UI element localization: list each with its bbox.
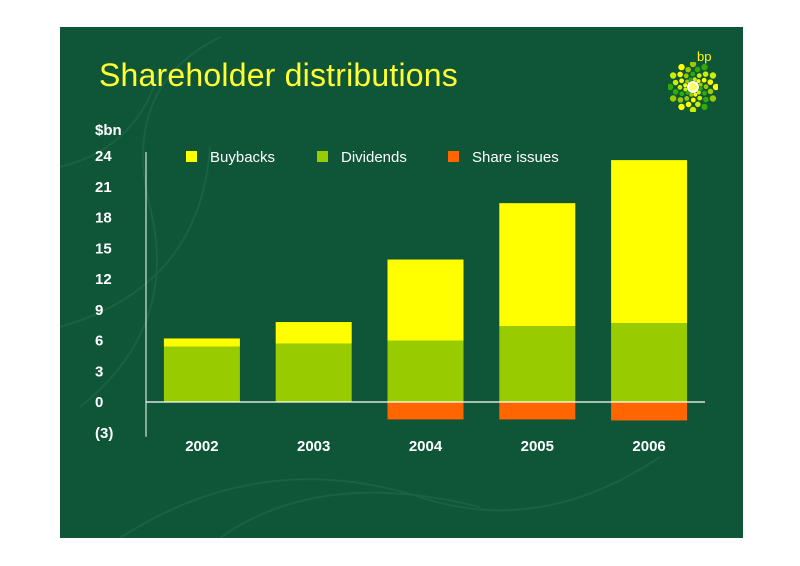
- bar-buybacks-2002: [163, 338, 240, 347]
- legend-swatch: [186, 151, 197, 162]
- legend-label: Buybacks: [210, 149, 275, 166]
- stacked-bar-chart: (3) 0 3 6 9 12 15 18 21 24 2002 2003 2004 2005 2006 B…: [95, 122, 705, 455]
- x-tick-label: 2005: [521, 438, 554, 455]
- y-tick-label: 3: [95, 363, 103, 380]
- bar-share-issues-2006: [611, 402, 688, 421]
- bar-buybacks-2005: [499, 203, 576, 327]
- slide-title: Shareholder distributions: [99, 57, 458, 93]
- x-axis: 2002 2003 2004 2005 2006: [185, 438, 666, 455]
- slide: Shareholder distributions bp (3) 0 3 6 9 12 15…: [60, 27, 743, 538]
- y-tick-label: 15: [95, 240, 112, 257]
- x-tick-label: 2002: [185, 438, 218, 455]
- y-tick-label: 6: [95, 333, 103, 350]
- bar-dividends-2003: [275, 343, 352, 402]
- x-tick-label: 2003: [297, 438, 330, 455]
- legend: Buybacks Dividends Share issues: [186, 149, 559, 166]
- legend-label: Dividends: [341, 149, 407, 166]
- y-tick-label: 9: [95, 302, 103, 319]
- bar-buybacks-2004: [387, 259, 464, 341]
- y-tick-label: 21: [95, 179, 112, 196]
- y-axis: (3) 0 3 6 9 12 15 18 21 24: [95, 148, 147, 442]
- legend-label: Share issues: [472, 149, 559, 166]
- bar-dividends-2004: [387, 340, 464, 402]
- y-tick-label: 0: [95, 394, 103, 411]
- x-tick-label: 2006: [632, 438, 665, 455]
- bp-logo: bp: [666, 45, 726, 115]
- y-tick-label: 12: [95, 271, 112, 288]
- bar-share-issues-2004: [387, 402, 464, 420]
- bar-share-issues-2005: [499, 402, 576, 420]
- bar-buybacks-2003: [275, 322, 352, 344]
- x-tick-label: 2004: [409, 438, 443, 455]
- background-swirl-decoration: [60, 36, 661, 538]
- bar-dividends-2005: [499, 326, 576, 402]
- y-tick-label: (3): [95, 425, 113, 442]
- brand-wordmark: bp: [697, 49, 712, 64]
- y-tick-label: 24: [95, 148, 112, 165]
- legend-swatch: [448, 151, 459, 162]
- bar-dividends-2006: [611, 323, 688, 402]
- bar-dividends-2002: [163, 346, 240, 402]
- helios-sun-icon: [668, 62, 718, 112]
- legend-swatch: [317, 151, 328, 162]
- y-axis-label: $bn: [95, 122, 122, 139]
- y-tick-label: 18: [95, 210, 112, 227]
- bars: [146, 160, 705, 421]
- bar-buybacks-2006: [611, 160, 688, 324]
